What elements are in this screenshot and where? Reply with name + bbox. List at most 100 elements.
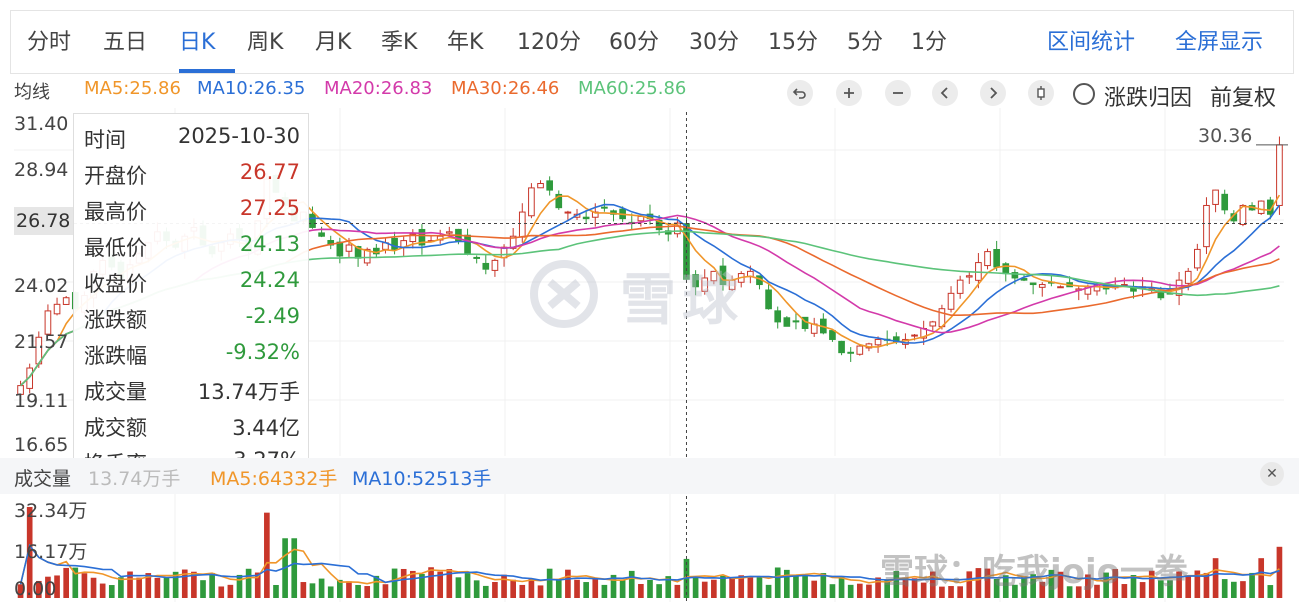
fuquan-selector[interactable]: 前复权: [1210, 86, 1277, 111]
volume-bar: [610, 574, 617, 598]
ma10-value: MA10:26.35: [197, 78, 306, 99]
scroll-left-icon[interactable]: [932, 80, 958, 106]
volume-bar: [291, 538, 298, 598]
volume-bar: [35, 580, 42, 598]
tooltip-value: -2.49: [245, 304, 300, 328]
candle-body: [765, 289, 772, 310]
candle-body: [482, 262, 490, 270]
volume-bar: [565, 569, 571, 598]
tab-wuri[interactable]: 五日: [103, 30, 148, 55]
candle-body: [874, 338, 882, 346]
candle-body: [564, 211, 572, 214]
volume-bar: [163, 577, 170, 598]
tooltip-label: 时间: [84, 128, 126, 152]
tab-15fen[interactable]: 15分: [768, 30, 818, 55]
volume-bar: [674, 584, 681, 598]
tooltip-row: 最高价 27.25: [84, 196, 300, 226]
candle-body: [1011, 272, 1019, 279]
volume-bar: [364, 586, 371, 598]
volume-bar: [191, 571, 197, 598]
close-volume-icon[interactable]: ✕: [1260, 462, 1284, 486]
volume-bar: [528, 578, 535, 598]
volume-ma10: MA10:52513手: [352, 468, 492, 490]
volume-ma5: MA5:64332手: [210, 468, 338, 490]
tab-zhouk[interactable]: 周K: [247, 30, 284, 55]
candle-body: [418, 228, 426, 246]
volume-bar: [738, 575, 745, 598]
volume-bar: [1121, 584, 1128, 598]
tooltip-value: 24.24: [239, 268, 300, 292]
zoom-in-icon[interactable]: [836, 80, 862, 106]
volume-bar: [209, 572, 215, 598]
candle-type-icon[interactable]: [1028, 80, 1054, 106]
volume-bar: [227, 584, 234, 598]
volume-bar: [382, 584, 389, 598]
candle-body: [409, 233, 417, 243]
volume-bar: [63, 567, 70, 598]
volume-bar: [127, 571, 133, 598]
volume-bar: [136, 577, 142, 598]
volume-bar: [957, 586, 963, 598]
fullscreen-link[interactable]: 全屏显示: [1175, 30, 1264, 55]
candle-body: [1020, 278, 1028, 281]
tab-fenshi[interactable]: 分时: [27, 30, 72, 55]
ma-legend: 均线 MA5:25.86 MA10:26.35 MA20:26.83 MA30:…: [0, 78, 1299, 104]
volume-bar: [446, 569, 453, 598]
tooltip-row: 时间 2025-10-30: [84, 124, 300, 154]
volume-bar: [1267, 585, 1274, 598]
candle-body: [1257, 200, 1265, 214]
tab-rik[interactable]: 日K: [179, 30, 216, 55]
tab-30fen[interactable]: 30分: [689, 30, 739, 55]
candle-body: [1002, 263, 1010, 275]
tab-niank[interactable]: 年K: [447, 30, 484, 55]
tab-60fen[interactable]: 60分: [609, 30, 659, 55]
ma30-value: MA30:26.46: [451, 78, 560, 99]
tab-120fen[interactable]: 120分: [517, 30, 581, 55]
zoom-out-icon[interactable]: [885, 80, 911, 106]
volume-bar: [200, 580, 206, 598]
candle-body: [17, 385, 24, 395]
volume-bar: [510, 579, 516, 598]
tooltip-value: 24.13: [239, 232, 300, 256]
volume-bar: [820, 573, 827, 598]
tooltip-value: 27.25: [239, 196, 300, 220]
candle-body: [1212, 189, 1219, 205]
tab-yuek[interactable]: 月K: [315, 30, 352, 55]
scroll-right-icon[interactable]: [980, 80, 1006, 106]
tooltip-row: 成交额 3.44亿: [84, 412, 300, 442]
zhangdie-radio[interactable]: [1073, 83, 1095, 105]
volume-bar: [1249, 572, 1255, 598]
volume-bar: [108, 585, 115, 598]
candle-body: [537, 183, 544, 189]
volume-axis-max: 32.34万: [14, 500, 88, 522]
candle-body: [53, 303, 61, 315]
tab-1fen[interactable]: 1分: [911, 30, 947, 55]
range-stats-link[interactable]: 区间统计: [1047, 30, 1136, 55]
price-axis-label: 28.94: [14, 159, 69, 181]
candle-body: [1184, 270, 1192, 284]
volume-bar: [647, 579, 653, 598]
volume-bar: [1221, 579, 1228, 598]
volume-bar: [939, 586, 945, 598]
undo-icon[interactable]: [787, 80, 813, 106]
volume-bar: [1158, 580, 1164, 598]
volume-bar: [501, 574, 507, 598]
volume-bar: [172, 571, 179, 598]
watermark-text: 雪球: [620, 268, 744, 333]
tooltip-row: 最低价 24.13: [84, 232, 300, 262]
candle-body: [582, 216, 590, 220]
candle-body: [701, 277, 709, 292]
candle-body: [601, 206, 608, 209]
candle-body: [710, 270, 718, 282]
volume-bar: [866, 584, 872, 598]
candle-body: [1239, 204, 1247, 226]
volume-bar: [847, 584, 854, 598]
tab-5fen[interactable]: 5分: [847, 30, 883, 55]
candle-body: [929, 321, 937, 327]
tooltip-label: 涨跌幅: [84, 344, 147, 368]
volume-bar: [327, 586, 334, 598]
candle-body: [838, 340, 845, 354]
candle-tooltip: 时间 2025-10-30 开盘价 26.77 最高价 27.25 最低价 24.13 收盘价 2…: [73, 113, 309, 486]
tab-jik[interactable]: 季K: [381, 30, 418, 55]
volume-bar: [464, 573, 471, 598]
